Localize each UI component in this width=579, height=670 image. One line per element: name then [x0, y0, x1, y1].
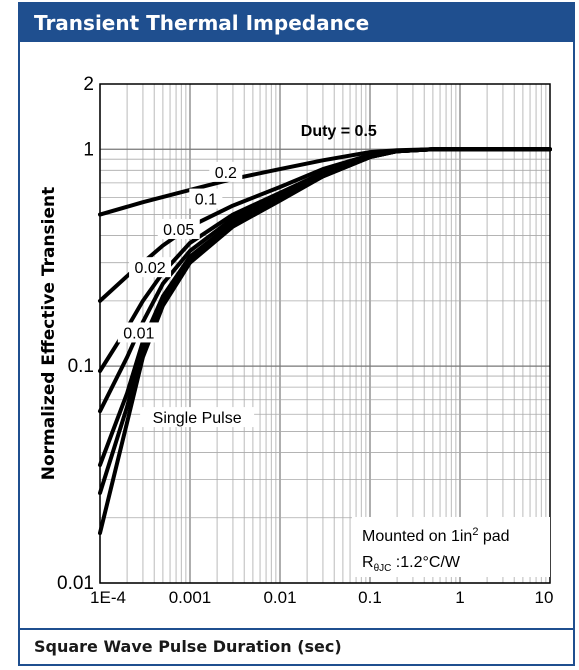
annotation-mount-text: Mounted on 1in2 pad — [362, 526, 510, 545]
series-line — [98, 147, 552, 535]
y-axis-label: Normalized Effective Transient — [39, 187, 59, 481]
x-tick-label: 0.01 — [263, 588, 296, 607]
series-label-bg — [140, 407, 255, 428]
x-tick-label: 0.001 — [169, 588, 212, 607]
chart-title: Transient Thermal Impedance — [20, 4, 573, 42]
chart-frame: Transient Thermal Impedance Duty = 0.5 0.… — [18, 2, 575, 666]
series-label: 0.2 — [215, 165, 237, 182]
annotation-rth-text: RθJC :1.2°C/W — [362, 554, 461, 574]
series-label: 0.05 — [163, 222, 194, 239]
y-tick-label: 0.01 — [57, 573, 94, 594]
annotation-box — [352, 517, 550, 577]
x-tick-label: 10 — [535, 588, 554, 607]
series-label: 0.01 — [123, 325, 154, 342]
series-label-bg — [157, 218, 200, 239]
series-label: 0.1 — [195, 192, 217, 209]
series-label: 0.02 — [134, 260, 165, 277]
x-tick-label: 1 — [455, 588, 464, 607]
series-label-bg — [117, 322, 160, 343]
x-tick-label: 1E-4 — [90, 588, 126, 607]
series-label-bg — [129, 257, 172, 278]
series-label-bg — [189, 188, 223, 209]
series-label: Single Pulse — [153, 410, 242, 427]
x-axis-label: Square Wave Pulse Duration (sec) — [20, 628, 573, 664]
y-tick-label: 0.1 — [68, 356, 94, 377]
series-label-bg — [209, 161, 243, 182]
x-tick-label: 0.1 — [358, 588, 382, 607]
y-tick-label: 2 — [83, 74, 94, 95]
plot-border — [99, 83, 551, 584]
y-tick-label: 1 — [83, 139, 94, 160]
series-label: Duty = 0.5 — [301, 123, 377, 140]
